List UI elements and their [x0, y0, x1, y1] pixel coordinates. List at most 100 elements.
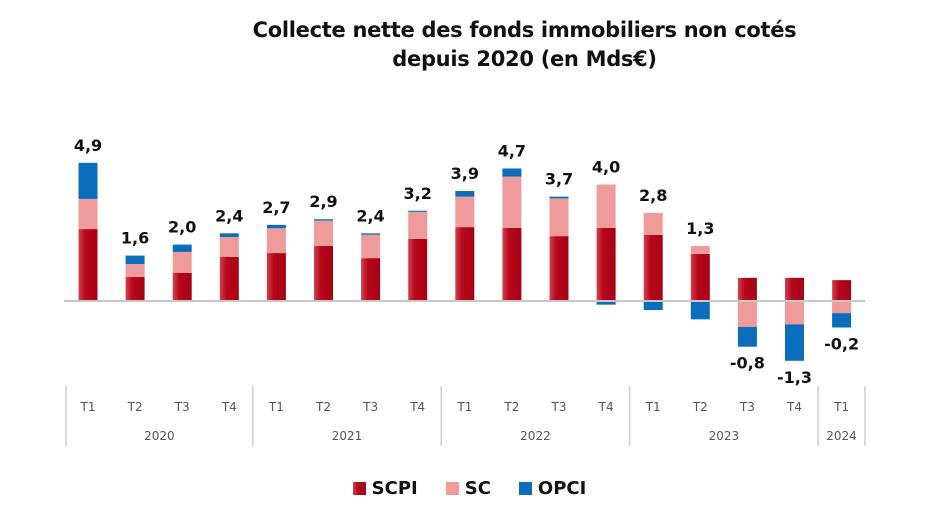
bar-segment-opci — [408, 210, 428, 212]
bar-segment-opci — [690, 301, 710, 320]
total-label: 4,9 — [74, 136, 102, 155]
bar-segment-scpi — [314, 246, 333, 301]
legend-label-opci: OPCI — [537, 478, 587, 499]
bar-segment-opci — [125, 255, 145, 265]
bar-segment-scpi — [832, 280, 852, 301]
bar-segment-sc — [737, 301, 757, 327]
x-tick-label: T2 — [503, 400, 519, 414]
bar-segment-scpi — [78, 229, 98, 301]
legend-swatch-scpi — [352, 482, 366, 495]
bar-segment-opci — [549, 196, 569, 199]
x-group-label: 2024 — [826, 429, 857, 443]
total-label: -1,3 — [777, 368, 812, 387]
bar-segment-scpi — [219, 257, 239, 301]
total-label: 2,0 — [168, 218, 196, 237]
legend-label-scpi: SCPI — [371, 478, 418, 499]
total-label: 4,0 — [592, 158, 620, 177]
legend-item-sc: SC — [445, 478, 491, 499]
total-label: -0,8 — [730, 354, 765, 373]
x-tick-label: T1 — [80, 400, 96, 414]
bar-segment-sc — [643, 213, 663, 236]
bar-segment-sc — [549, 198, 569, 237]
bar-segment-scpi — [408, 238, 428, 301]
x-tick-label: T4 — [221, 400, 237, 414]
x-tick-label: T3 — [174, 400, 190, 414]
legend-item-opci: OPCI — [518, 478, 587, 499]
bar-segment-scpi — [125, 277, 145, 301]
x-group-label: 2020 — [144, 429, 175, 443]
x-tick-label: T1 — [456, 400, 472, 414]
bar-segment-sc — [125, 264, 145, 278]
bar-segment-sc — [408, 211, 428, 239]
bar-segment-opci — [314, 219, 333, 221]
legend-label-sc: SC — [464, 478, 491, 499]
bar-segment-sc — [172, 251, 192, 273]
x-tick-label: T4 — [786, 400, 802, 414]
bar-segment-scpi — [172, 272, 192, 301]
x-tick-label: T2 — [692, 400, 708, 414]
x-tick-label: T2 — [127, 400, 143, 414]
x-tick-label: T3 — [739, 400, 755, 414]
x-tick-label: T4 — [598, 400, 614, 414]
x-tick-label: T1 — [833, 400, 849, 414]
bar-segment-scpi — [361, 258, 381, 301]
total-label: 3,2 — [404, 184, 432, 203]
bar-segment-sc — [690, 246, 710, 254]
bar-segment-sc — [785, 301, 804, 325]
bar-segment-sc — [314, 220, 333, 247]
bar-segment-sc — [455, 196, 475, 228]
total-label: 2,8 — [639, 186, 667, 205]
x-tick-label: T4 — [409, 400, 425, 414]
bar-segment-scpi — [690, 253, 710, 301]
bar-segment-scpi — [643, 235, 663, 301]
bar-segment-sc — [219, 236, 239, 258]
total-label: 3,7 — [545, 170, 573, 189]
total-label: -0,2 — [824, 335, 859, 354]
total-label: 2,7 — [262, 198, 290, 217]
x-tick-label: T1 — [645, 400, 661, 414]
total-label: 2,4 — [215, 206, 243, 225]
x-tick-label: T3 — [362, 400, 378, 414]
bar-segment-sc — [266, 228, 286, 254]
bar-segment-opci — [172, 244, 192, 252]
x-tick-label: T3 — [551, 400, 567, 414]
bar-segment-sc — [502, 176, 522, 228]
chart-title: Collecte nette des fonds immobiliers non… — [0, 16, 939, 74]
bar-segment-sc — [832, 301, 852, 314]
bar-segment-sc — [361, 234, 381, 259]
x-group-label: 2022 — [520, 429, 551, 443]
x-group-label: 2021 — [332, 429, 363, 443]
bar-segment-opci — [596, 301, 616, 305]
total-label: 3,9 — [451, 164, 479, 183]
bar-segment-opci — [832, 313, 852, 328]
total-label: 1,6 — [121, 229, 149, 248]
bars-layer — [78, 162, 852, 361]
x-axis: T1 T2 T3 T4 T1 T2 T3 T4 T1 T2 T3 T4 T1 T2 T3 T4 T1 2020 20… — [65, 386, 866, 446]
bar-segment-scpi — [737, 277, 757, 301]
total-label: 2,9 — [309, 192, 337, 211]
legend-item-scpi: SCPI — [352, 478, 418, 499]
total-label: 2,4 — [356, 206, 384, 225]
chart-title-line-2: depuis 2020 (en Mds€) — [392, 47, 657, 71]
bar-segment-scpi — [502, 227, 522, 301]
chart-title-line-1: Collecte nette des fonds immobiliers non… — [252, 18, 797, 42]
bar-segment-opci — [266, 224, 286, 229]
total-label: 1,3 — [686, 219, 714, 238]
bar-segment-scpi — [455, 227, 475, 301]
total-labels-layer: 4,9 1,6 2,0 2,4 2,7 2,9 2,4 3,2 3,9 4,7 3,7 4,0 2,8 1… — [74, 136, 859, 387]
bar-segment-opci — [455, 191, 475, 197]
bar-segment-opci — [78, 162, 98, 199]
bar-segment-scpi — [596, 227, 616, 301]
legend-swatch-opci — [518, 482, 532, 495]
total-label: 4,7 — [498, 141, 526, 160]
bar-segment-sc — [596, 184, 616, 228]
bar-segment-sc — [78, 198, 98, 230]
bar-segment-opci — [643, 301, 663, 311]
bar-segment-opci — [737, 326, 757, 347]
bar-segment-scpi — [266, 253, 286, 301]
bar-segment-opci — [219, 233, 239, 237]
bar-segment-scpi — [785, 277, 804, 301]
legend-swatch-sc — [445, 482, 459, 495]
bar-segment-opci — [785, 324, 804, 361]
